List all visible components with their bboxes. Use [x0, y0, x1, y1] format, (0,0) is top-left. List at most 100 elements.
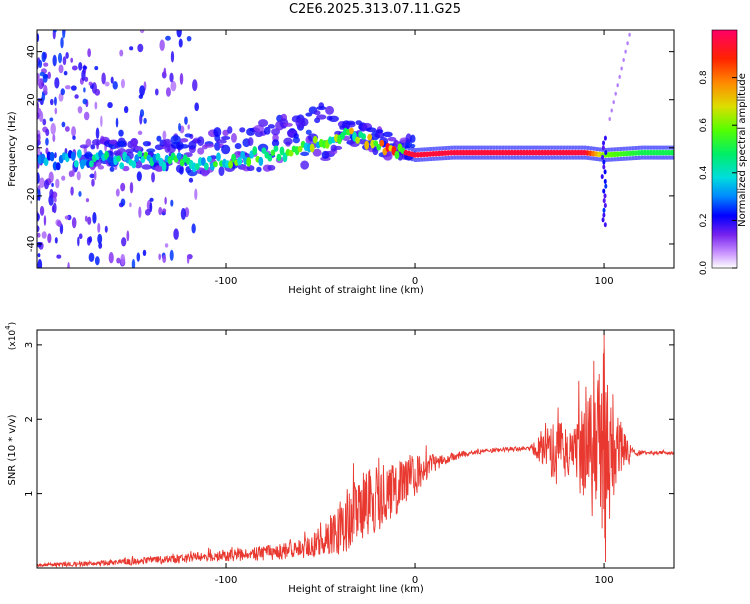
spectrogram-noise-blob [64, 126, 70, 132]
spectrogram-ridge-edge [447, 155, 451, 160]
spectrogram-ridge-edge [468, 155, 472, 160]
spectrogram-ridge-edge [541, 145, 545, 150]
spectrogram-halo-blob [197, 136, 205, 147]
spectrogram-ridge-edge [535, 145, 539, 150]
spectrogram-noise-blob [50, 122, 56, 135]
spectrogram-ridge-cell [270, 149, 276, 156]
spectrogram-noise-blob [89, 173, 95, 179]
spectrogram-noise-blob [115, 188, 120, 197]
spectrogram-ridge-edge [619, 156, 623, 161]
spectrogram-ridge-edge [438, 146, 442, 151]
spectrogram-burst-blob [610, 108, 613, 113]
spectrogram-halo-blob [122, 165, 130, 172]
spectrogram-ridge-edge [592, 156, 596, 161]
spectrogram-x-tick-label: 0 [412, 276, 418, 287]
spectrogram-ridge-edge [510, 145, 514, 150]
spectrogram-halo-blob [178, 144, 190, 149]
spectrogram-y-label: Frequency (Hz) [7, 111, 18, 187]
spectrogram-ridge-edge [407, 156, 411, 161]
spectrogram-noise-blob [104, 225, 108, 233]
spectrogram-ridge-cell [309, 143, 315, 153]
spectrogram-ridge-edge [655, 145, 659, 150]
spectrogram-noise-blob [37, 232, 41, 238]
colorbar-label: Normalized spectral amplitude [737, 73, 748, 227]
spectrogram-ridge-edge [628, 146, 632, 151]
spectrogram-noise-blob [170, 199, 174, 207]
spectrogram-x-label: Height of straight line (km) [288, 285, 424, 296]
spectrogram-halo-blob [142, 140, 151, 147]
spectrogram-halo-blob [203, 143, 215, 148]
spectrogram-noise-blob [149, 202, 153, 213]
spectrogram-ridge-edge [480, 155, 484, 160]
spectrogram-burst-blob [603, 178, 607, 184]
snr-x-label: Height of straight line (km) [288, 584, 424, 595]
spectrogram-noise-blob [45, 137, 49, 146]
spectrogram-ridge-edge [435, 146, 439, 151]
spectrogram-noise-blob [188, 177, 194, 183]
spectrogram-ridge-cell [203, 162, 209, 171]
spectrogram-ridge-edge [507, 155, 511, 160]
spectrogram-noise-blob [37, 33, 40, 42]
spectrogram-ridge-edge [553, 155, 557, 160]
spectrogram-noise-blob [39, 205, 45, 216]
spectrogram-noise-blob [143, 117, 147, 124]
colorbar-tick-label: 0.2 [699, 213, 709, 227]
spectrogram-ridge-cell [194, 163, 200, 170]
spectrogram-ridge-edge [432, 156, 436, 161]
spectrogram-noise-blob [62, 30, 66, 39]
spectrogram-ridge-edge [441, 146, 445, 151]
spectrogram-ridge-edge [522, 145, 526, 150]
spectrogram-ridge-edge [429, 147, 433, 152]
spectrogram-ridge-cell [134, 154, 140, 163]
spectrogram-noise-blob [194, 188, 198, 201]
colorbar-tick-label: 0.8 [699, 70, 709, 85]
spectrogram-halo-blob [141, 164, 152, 170]
spectrogram-burst-blob [602, 207, 606, 213]
spectrogram-ridge-edge [616, 147, 620, 152]
snr-x-tick-label: -100 [215, 575, 238, 586]
spectrogram-halo-blob [213, 127, 222, 137]
snr-plot-area [37, 330, 674, 568]
spectrogram-ridge-edge [640, 145, 644, 150]
spectrogram-ridge-cell [279, 146, 285, 156]
spectrogram-ridge-cell [176, 152, 182, 160]
spectrogram-ridge-edge [610, 147, 614, 152]
spectrogram-noise-blob [129, 46, 134, 51]
spectrogram-noise-blob [108, 252, 114, 264]
spectrogram-noise-blob [94, 66, 99, 71]
spectrogram-ridge-cell [116, 155, 122, 162]
spectrogram-halo-blob [258, 119, 269, 127]
spectrogram-noise-blob [47, 233, 52, 244]
spectrogram-noise-blob [72, 167, 75, 177]
spectrogram-ridge-edge [655, 155, 659, 160]
spectrogram-ridge-edge [423, 147, 427, 152]
spectrogram-y-tick-label: -40 [26, 236, 37, 252]
spectrogram-halo-blob [316, 114, 327, 120]
spectrogram-noise-blob [120, 253, 126, 266]
spectrogram-ridge-edge [480, 145, 484, 150]
spectrogram-ridge-edge [417, 157, 421, 162]
spectrogram-burst-blob [601, 145, 605, 151]
spectrogram-ridge-edge [411, 157, 415, 162]
spectrogram-noise-blob [176, 30, 182, 38]
spectrogram-halo-blob [300, 151, 310, 157]
spectrogram-noise-blob [54, 77, 60, 89]
spectrogram-ridge-edge [592, 146, 596, 151]
spectrogram-ridge-edge [547, 145, 551, 150]
spectrogram-ridge-edge [441, 156, 445, 161]
spectrogram-ridge-edge [538, 155, 542, 160]
spectrogram-ridge-cell [276, 153, 282, 162]
spectrogram-noise-blob [37, 225, 40, 233]
spectrogram-noise-blob [169, 249, 174, 261]
spectrogram-ridge-edge [610, 157, 614, 162]
spectrogram-noise-blob [71, 217, 77, 229]
spectrogram-ridge-edge [489, 145, 493, 150]
spectrogram-ridge-edge [477, 145, 481, 150]
spectrogram-ridge-edge [483, 145, 487, 150]
spectrogram-ridge-edge [513, 145, 517, 150]
spectrogram-noise-blob [72, 135, 76, 140]
snr-y-tick-label: 3 [24, 342, 35, 348]
spectrogram-ridge-edge [495, 155, 499, 160]
spectrogram-noise-blob [192, 79, 198, 92]
spectrogram-noise-blob [139, 109, 145, 118]
